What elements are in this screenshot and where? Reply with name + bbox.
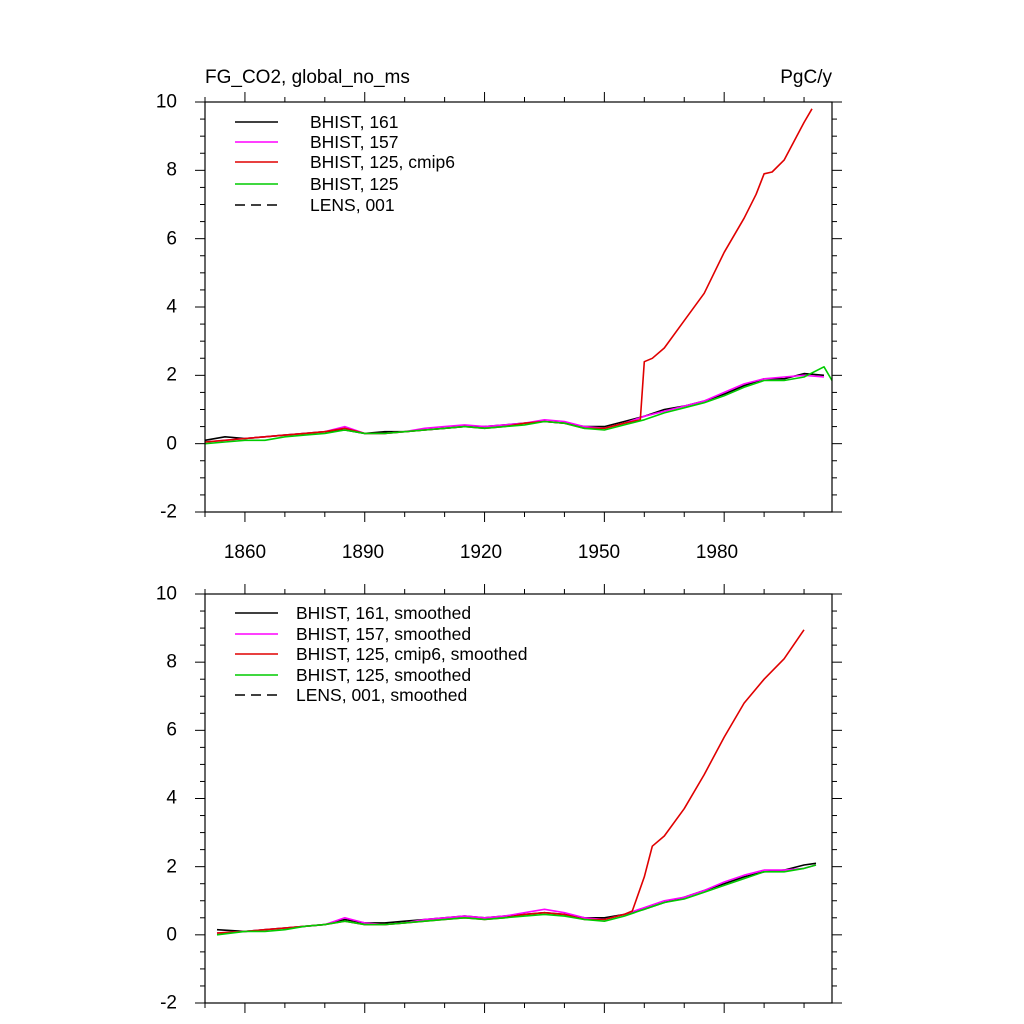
legend-label: BHIST, 125, smoothed <box>296 665 471 685</box>
y-tick-label: 0 <box>166 925 177 946</box>
series-line-0 <box>204 372 825 442</box>
y-tick-label: 6 <box>166 229 177 250</box>
bottom-panel: -2 0 2 4 6 8 10 BHIST, 161, smoothed BHI… <box>156 584 842 1014</box>
y-tick-label: -2 <box>160 502 177 523</box>
top-plot-frame <box>204 101 833 513</box>
series-line-1 <box>216 864 817 934</box>
y-tick-label: 0 <box>166 434 177 455</box>
series-line-0 <box>216 862 817 933</box>
x-tick-label: 1890 <box>342 542 384 563</box>
legend-label: BHIST, 125, cmip6, smoothed <box>296 644 528 664</box>
y-tick-label: 4 <box>166 297 177 318</box>
x-tick-label: 1920 <box>460 542 502 563</box>
x-tick-label: 1950 <box>578 542 620 563</box>
top-legend: BHIST, 161 BHIST, 157 BHIST, 125, cmip6 … <box>235 112 455 215</box>
legend-label: BHIST, 125, cmip6 <box>310 152 455 172</box>
top-series-layer <box>204 108 833 445</box>
y-tick-label: 6 <box>166 720 177 741</box>
x-tick-label: 1980 <box>696 542 738 563</box>
y-tick-label: 10 <box>156 92 177 113</box>
legend-label: BHIST, 161, smoothed <box>296 603 471 623</box>
legend-label: BHIST, 157 <box>310 132 399 152</box>
x-tick-label: 1860 <box>224 542 266 563</box>
y-tick-label: 8 <box>166 652 177 673</box>
y-tick-label: 8 <box>166 160 177 181</box>
y-tick-label: 2 <box>166 857 177 878</box>
top-chart-units: PgC/y <box>780 67 832 88</box>
bottom-tick-layer <box>195 584 842 1013</box>
series-line-3 <box>204 365 833 445</box>
top-y-tick-labels: -2 0 2 4 6 8 10 <box>156 92 178 523</box>
y-tick-label: 4 <box>166 788 177 809</box>
y-tick-label: -2 <box>160 993 177 1014</box>
top-x-tick-labels: 1860 1890 1920 1950 1980 <box>224 542 738 563</box>
bottom-legend: BHIST, 161, smoothed BHIST, 157, smoothe… <box>235 603 528 705</box>
legend-label: BHIST, 161 <box>310 112 399 132</box>
y-tick-label: 10 <box>156 584 177 605</box>
series-line-1 <box>204 374 825 443</box>
bottom-y-tick-labels: -2 0 2 4 6 8 10 <box>156 584 178 1014</box>
legend-label: LENS, 001, smoothed <box>296 685 467 705</box>
y-tick-label: 2 <box>166 365 177 386</box>
legend-label: LENS, 001 <box>310 195 395 215</box>
top-panel: FG_CO2, global_no_ms PgC/y -2 0 2 4 6 8 … <box>156 67 842 563</box>
top-tick-layer <box>195 92 842 522</box>
legend-label: BHIST, 157, smoothed <box>296 624 471 644</box>
top-chart-title: FG_CO2, global_no_ms <box>205 67 410 88</box>
series-line-3 <box>216 864 817 936</box>
legend-label: BHIST, 125 <box>310 174 399 194</box>
bottom-series-layer <box>216 629 817 936</box>
series-line-2 <box>204 108 813 443</box>
